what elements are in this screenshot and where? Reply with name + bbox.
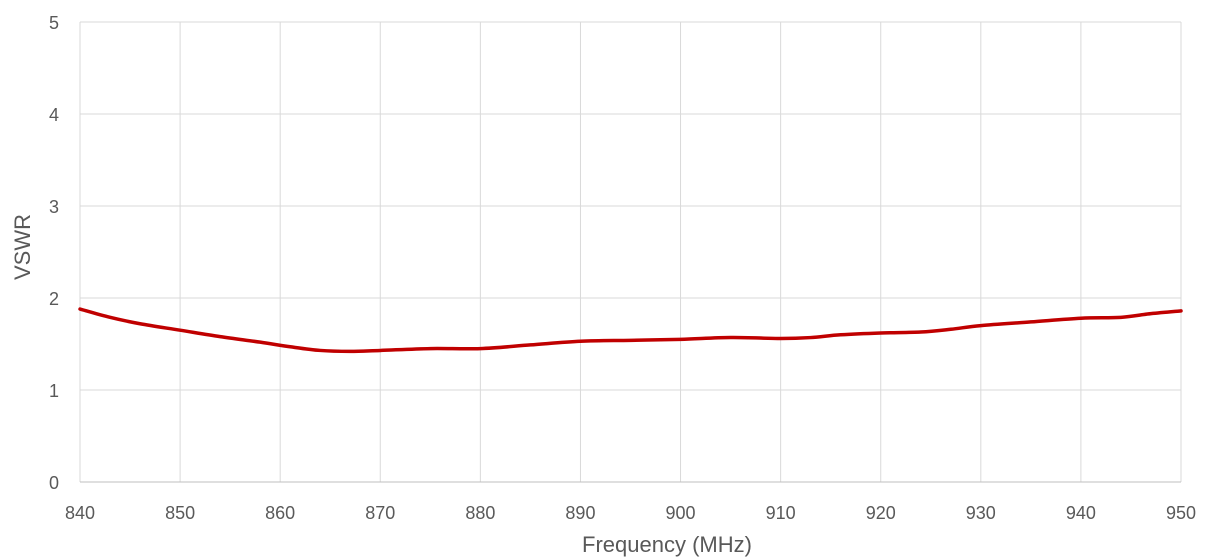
x-axis-title: Frequency (MHz) xyxy=(582,532,752,557)
y-tick-label: 1 xyxy=(49,381,59,401)
x-tick-label: 860 xyxy=(265,503,295,523)
y-tick-label: 2 xyxy=(49,289,59,309)
x-tick-label: 870 xyxy=(365,503,395,523)
y-tick-label: 5 xyxy=(49,13,59,33)
grid-lines xyxy=(79,21,1182,483)
series-group xyxy=(78,307,1183,354)
x-tick-label: 900 xyxy=(666,503,696,523)
x-axis-tick-labels: 840 850 860 870 880 890 900 910 920 930 940 950 xyxy=(65,503,1196,523)
x-tick-label: 950 xyxy=(1166,503,1196,523)
x-tick-label: 920 xyxy=(866,503,896,523)
y-tick-label: 3 xyxy=(49,197,59,217)
x-tick-label: 930 xyxy=(966,503,996,523)
x-tick-label: 940 xyxy=(1066,503,1096,523)
y-axis-tick-labels: 0 1 2 3 4 5 xyxy=(49,13,59,493)
x-tick-label: 890 xyxy=(565,503,595,523)
x-tick-label: 840 xyxy=(65,503,95,523)
x-tick-label: 880 xyxy=(465,503,495,523)
vswr-series-line xyxy=(78,307,1183,354)
x-tick-label: 910 xyxy=(766,503,796,523)
y-axis-title: VSWR xyxy=(10,214,35,280)
x-tick-label: 850 xyxy=(165,503,195,523)
y-tick-label: 0 xyxy=(49,473,59,493)
y-tick-label: 4 xyxy=(49,105,59,125)
